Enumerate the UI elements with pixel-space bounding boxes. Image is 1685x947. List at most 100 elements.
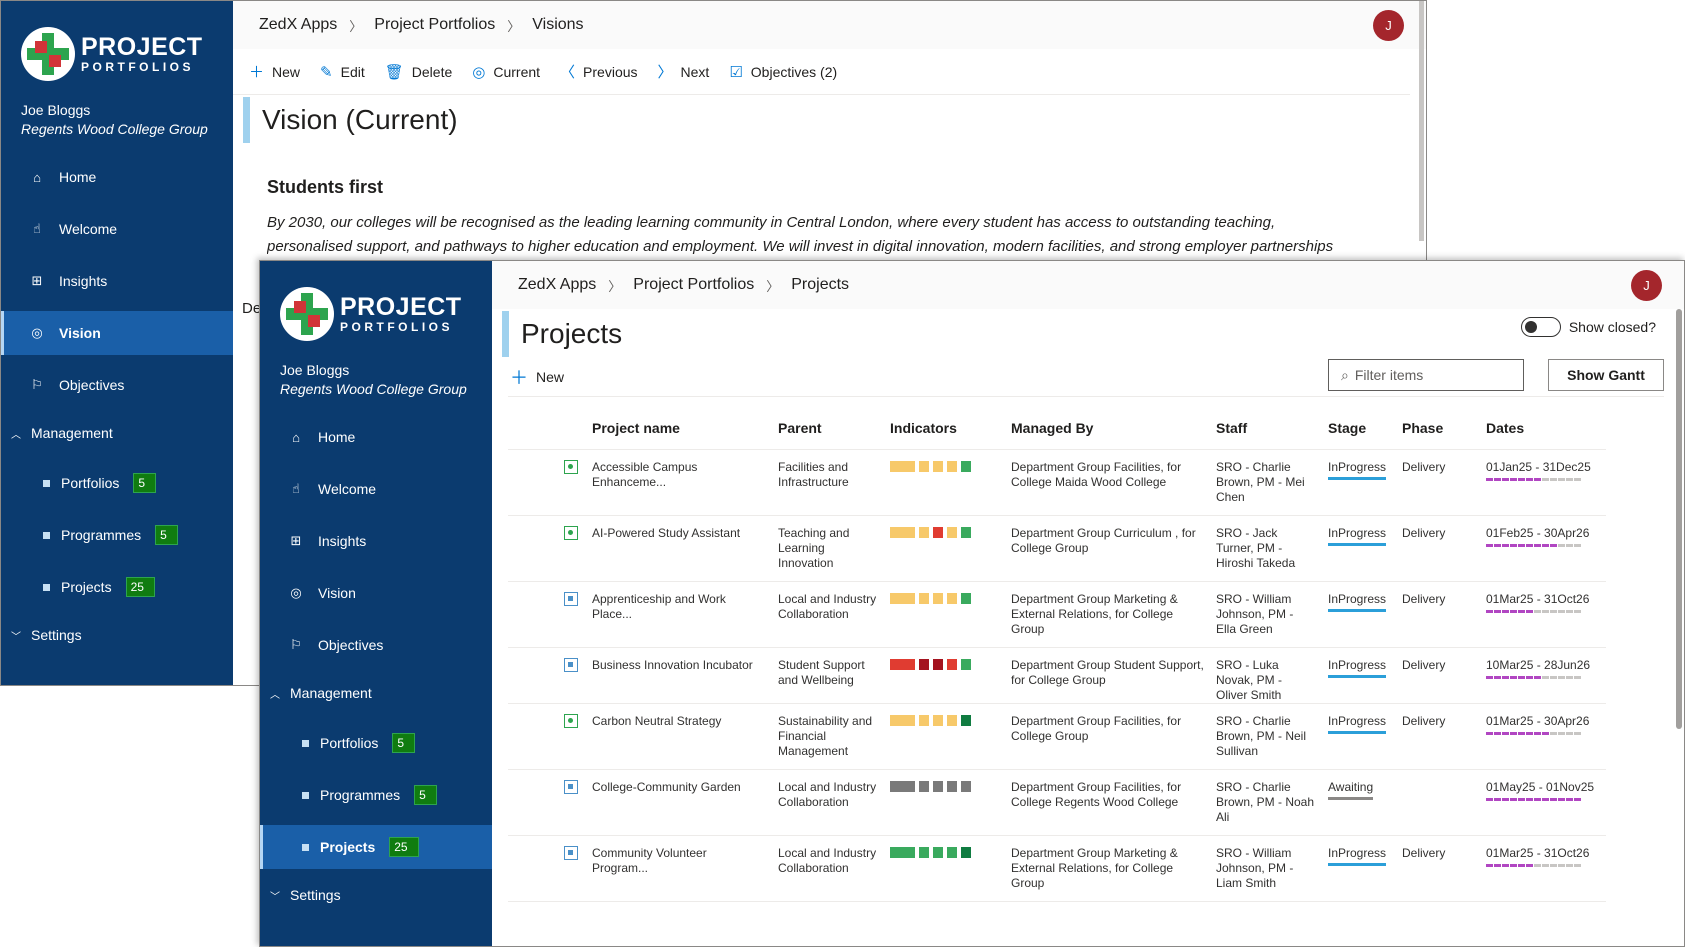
current-button[interactable]: ◎ Current — [472, 63, 540, 81]
nav-welcome[interactable]: ☝ Welcome — [1, 207, 233, 251]
dates-progress-segment — [1486, 477, 1493, 481]
indicator-green — [961, 460, 971, 472]
objectives-icon: ☑ — [729, 63, 743, 81]
chevron-down-icon: ﹀ — [270, 891, 280, 903]
crumb-portfolios[interactable]: Project Portfolios — [374, 16, 496, 33]
project-name[interactable]: Business Innovation Incubator — [586, 647, 772, 704]
scrollbar[interactable] — [1419, 1, 1424, 241]
table-row[interactable]: College-Community Garden Local and Indust… — [508, 769, 1606, 836]
indicator-red — [947, 658, 957, 670]
nav-insights[interactable]: ⊞ Insights — [260, 519, 492, 563]
count-badge: 25 — [125, 577, 155, 597]
scrollbar[interactable] — [1676, 309, 1682, 729]
table-row[interactable]: Carbon Neutral Strategy Sustainability an… — [508, 703, 1606, 770]
crumb-zedx[interactable]: ZedX Apps — [518, 276, 597, 293]
project-name[interactable]: Apprenticeship and Work Place... — [586, 581, 772, 648]
next-button[interactable]: 〉 Next — [658, 61, 710, 82]
staff: SRO - Luka Novak, PM - Oliver Smith — [1210, 647, 1322, 704]
breadcrumb: ZedX Apps 〉 Project Portfolios 〉 Visions J — [233, 1, 1426, 49]
show-gantt-button[interactable]: Show Gantt — [1548, 359, 1664, 391]
nav-management[interactable]: ︿ Management — [260, 675, 492, 711]
dates-progress-segment — [1526, 675, 1533, 679]
col-staff[interactable]: Staff — [1210, 407, 1322, 450]
nav-programmes[interactable]: Programmes 5 — [1, 513, 233, 557]
status-square-icon — [564, 779, 578, 794]
nav-vision[interactable]: ◎ Vision — [1, 311, 233, 355]
table-row[interactable]: AI-Powered Study Assistant Teaching and L… — [508, 515, 1606, 582]
nav-home[interactable]: ⌂ Home — [1, 155, 233, 199]
dates-progress-segment — [1566, 609, 1573, 613]
dates-progress-segment — [1542, 477, 1549, 481]
nav-portfolios[interactable]: Portfolios 5 — [1, 461, 233, 505]
project-name[interactable]: AI-Powered Study Assistant — [586, 515, 772, 582]
table-row[interactable]: Accessible Campus Enhanceme... Facilities… — [508, 449, 1606, 516]
nav-objectives[interactable]: ⚐ Objectives — [260, 623, 492, 667]
stage-label: InProgress — [1328, 592, 1387, 612]
project-name[interactable]: Carbon Neutral Strategy — [586, 703, 772, 770]
previous-button[interactable]: 〈 Previous — [560, 61, 637, 82]
crumb-portfolios[interactable]: Project Portfolios — [633, 276, 755, 293]
vision-heading: Students first — [267, 177, 384, 197]
col-dates[interactable]: Dates — [1480, 407, 1606, 450]
nav-settings[interactable]: ﹀ Settings — [1, 617, 233, 653]
dates-cell: 01May25 - 01Nov25 — [1480, 769, 1606, 836]
col-parent[interactable]: Parent — [772, 407, 884, 450]
edit-button[interactable]: ✎ Edit — [320, 63, 365, 81]
nav-label: Vision — [318, 585, 356, 601]
stage-label: InProgress — [1328, 846, 1387, 866]
nav-management[interactable]: ︿ Management — [1, 415, 233, 451]
nav-welcome[interactable]: ☝ Welcome — [260, 467, 492, 511]
indicator-amber — [933, 714, 943, 726]
logo[interactable]: PROJECT PORTFOLIOS — [21, 27, 203, 81]
nav-label: Welcome — [318, 481, 377, 497]
dates-progress-segment — [1542, 797, 1549, 801]
dates-cell: 01Jan25 - 31Dec25 — [1480, 449, 1606, 516]
nav-vision[interactable]: ◎ Vision — [260, 571, 492, 615]
col-stage[interactable]: Stage — [1322, 407, 1396, 450]
col-phase[interactable]: Phase — [1396, 407, 1480, 450]
new-button[interactable]: ＋ New — [249, 61, 300, 82]
table-row[interactable]: Apprenticeship and Work Place... Local an… — [508, 581, 1606, 648]
chevron-right-icon: 〉 — [657, 64, 673, 81]
show-closed-toggle[interactable]: Show closed? — [1520, 317, 1656, 337]
parent: Local and Industry Collaboration — [772, 769, 884, 836]
nav-projects[interactable]: Projects 25 — [1, 565, 233, 609]
project-name[interactable]: College-Community Garden — [586, 769, 772, 836]
dates-progress-segment — [1550, 731, 1557, 735]
crumb-zedx[interactable]: ZedX Apps — [259, 16, 338, 33]
stage-label: Awaiting — [1328, 780, 1374, 800]
nav-projects[interactable]: Projects 25 — [260, 825, 492, 869]
dates-progress-segment — [1566, 675, 1573, 679]
col-project-name[interactable]: Project name — [586, 407, 772, 450]
project-name[interactable]: Community Volunteer Program... — [586, 835, 772, 902]
avatar[interactable]: J — [1373, 10, 1404, 41]
chevron-up-icon: ︿ — [270, 689, 280, 701]
nav-programmes[interactable]: Programmes 5 — [260, 773, 492, 817]
objectives-button[interactable]: ☑ Objectives (2) — [729, 63, 837, 81]
nav-label: Vision — [59, 325, 101, 341]
new-button[interactable]: ＋ New — [510, 364, 564, 390]
dates-progress-segment — [1502, 477, 1509, 481]
nav-label: Objectives — [318, 637, 384, 653]
nav-objectives[interactable]: ⚐ Objectives — [1, 363, 233, 407]
nav-section-label: Settings — [290, 887, 341, 903]
nav-settings[interactable]: ﹀ Settings — [260, 877, 492, 913]
avatar[interactable]: J — [1631, 270, 1662, 301]
toggle-switch[interactable] — [1520, 317, 1561, 337]
vision-toolbar: ＋ New ✎ Edit 🗑 Delete ◎ Current 〈 Previous 〉 N… — [233, 49, 1410, 95]
project-name[interactable]: Accessible Campus Enhanceme... — [586, 449, 772, 516]
nav-insights[interactable]: ⊞ Insights — [1, 259, 233, 303]
col-managed-by[interactable]: Managed By — [1005, 407, 1210, 450]
dates-progress-segment — [1518, 863, 1525, 867]
chevron-right-icon: 〉 — [507, 18, 521, 34]
delete-button[interactable]: 🗑 Delete — [385, 63, 453, 81]
col-indicators[interactable]: Indicators — [884, 407, 1005, 450]
table-row[interactable]: Community Volunteer Program... Local and … — [508, 835, 1606, 902]
filter-input[interactable]: ⌕ Filter items — [1328, 359, 1524, 391]
table-row[interactable]: Business Innovation Incubator Student Sup… — [508, 647, 1606, 704]
logo[interactable]: PROJECT PORTFOLIOS — [280, 287, 462, 341]
nav-label: Portfolios — [61, 475, 120, 491]
nav-home[interactable]: ⌂ Home — [260, 415, 492, 459]
indicators — [884, 515, 1005, 582]
nav-portfolios[interactable]: Portfolios 5 — [260, 721, 492, 765]
